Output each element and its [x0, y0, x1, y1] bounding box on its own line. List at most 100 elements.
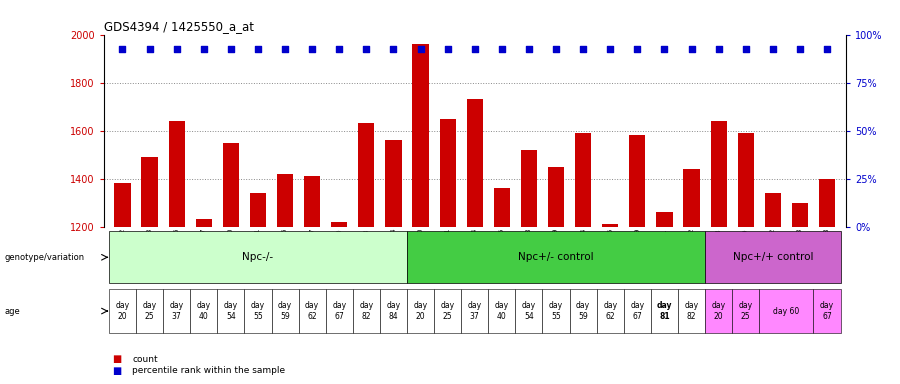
Bar: [331, 222, 347, 227]
Text: day
37: day 37: [169, 301, 184, 321]
Point: [115, 46, 130, 52]
Bar: [222, 142, 239, 227]
Point: [576, 46, 590, 52]
Bar: [217, 289, 245, 333]
Bar: [114, 183, 130, 227]
Point: [820, 46, 834, 52]
Text: day
37: day 37: [468, 301, 482, 321]
Bar: [272, 289, 299, 333]
Bar: [543, 289, 570, 333]
Text: day
67: day 67: [820, 301, 834, 321]
Bar: [190, 289, 217, 333]
Point: [766, 46, 780, 52]
Point: [224, 46, 238, 52]
Point: [142, 46, 157, 52]
Bar: [136, 289, 163, 333]
Bar: [597, 289, 624, 333]
Point: [440, 46, 454, 52]
Bar: [705, 232, 841, 283]
Text: Npc+/- control: Npc+/- control: [518, 252, 594, 262]
Bar: [760, 289, 814, 333]
Text: day
40: day 40: [495, 301, 508, 321]
Bar: [521, 150, 537, 227]
Text: day
54: day 54: [224, 301, 238, 321]
Point: [739, 46, 753, 52]
Text: age: age: [4, 306, 20, 316]
Point: [793, 46, 807, 52]
Bar: [141, 157, 158, 227]
Text: day
25: day 25: [142, 301, 157, 321]
Bar: [738, 133, 754, 227]
Point: [549, 46, 563, 52]
Text: Npc-/-: Npc-/-: [242, 252, 274, 262]
Point: [630, 46, 644, 52]
Text: day
20: day 20: [413, 301, 428, 321]
Bar: [304, 176, 320, 227]
Point: [305, 46, 320, 52]
Text: day
55: day 55: [251, 301, 265, 321]
Bar: [299, 289, 326, 333]
Bar: [629, 135, 645, 227]
Bar: [358, 123, 374, 227]
Bar: [494, 188, 510, 227]
Bar: [168, 121, 184, 227]
Bar: [195, 219, 212, 227]
Bar: [380, 289, 407, 333]
Text: day
25: day 25: [739, 301, 752, 321]
Bar: [765, 193, 781, 227]
Bar: [678, 289, 705, 333]
Bar: [624, 289, 651, 333]
Text: count: count: [132, 354, 157, 364]
Point: [711, 46, 725, 52]
Text: percentile rank within the sample: percentile rank within the sample: [132, 366, 285, 375]
Bar: [407, 232, 705, 283]
Bar: [602, 224, 618, 227]
Point: [413, 46, 428, 52]
Text: day
54: day 54: [522, 301, 536, 321]
Bar: [705, 289, 733, 333]
Point: [657, 46, 671, 52]
Text: day
25: day 25: [441, 301, 454, 321]
Bar: [407, 289, 434, 333]
Bar: [733, 289, 760, 333]
Point: [468, 46, 482, 52]
Text: day
81: day 81: [657, 301, 672, 321]
Bar: [434, 289, 461, 333]
Point: [684, 46, 698, 52]
Bar: [683, 169, 699, 227]
Bar: [570, 289, 597, 333]
Text: ■: ■: [112, 366, 122, 376]
Point: [169, 46, 184, 52]
Text: day
59: day 59: [278, 301, 293, 321]
Text: day
62: day 62: [305, 301, 320, 321]
Bar: [109, 289, 136, 333]
Bar: [516, 289, 543, 333]
Point: [196, 46, 211, 52]
Text: day
20: day 20: [712, 301, 725, 321]
Point: [359, 46, 374, 52]
Bar: [651, 289, 678, 333]
Bar: [385, 140, 401, 227]
Bar: [109, 232, 407, 283]
Bar: [353, 289, 380, 333]
Bar: [819, 179, 835, 227]
Bar: [656, 212, 672, 227]
Text: day
67: day 67: [332, 301, 347, 321]
Point: [495, 46, 509, 52]
Text: day
84: day 84: [386, 301, 400, 321]
Text: day
40: day 40: [197, 301, 211, 321]
Bar: [412, 44, 428, 227]
Text: day
82: day 82: [359, 301, 374, 321]
Text: day
55: day 55: [549, 301, 563, 321]
Bar: [461, 289, 489, 333]
Bar: [326, 289, 353, 333]
Bar: [163, 289, 190, 333]
Bar: [277, 174, 293, 227]
Bar: [489, 289, 516, 333]
Point: [386, 46, 400, 52]
Bar: [250, 193, 266, 227]
Text: Npc+/+ control: Npc+/+ control: [733, 252, 813, 262]
Text: day
67: day 67: [630, 301, 644, 321]
Bar: [245, 289, 272, 333]
Bar: [792, 202, 808, 227]
